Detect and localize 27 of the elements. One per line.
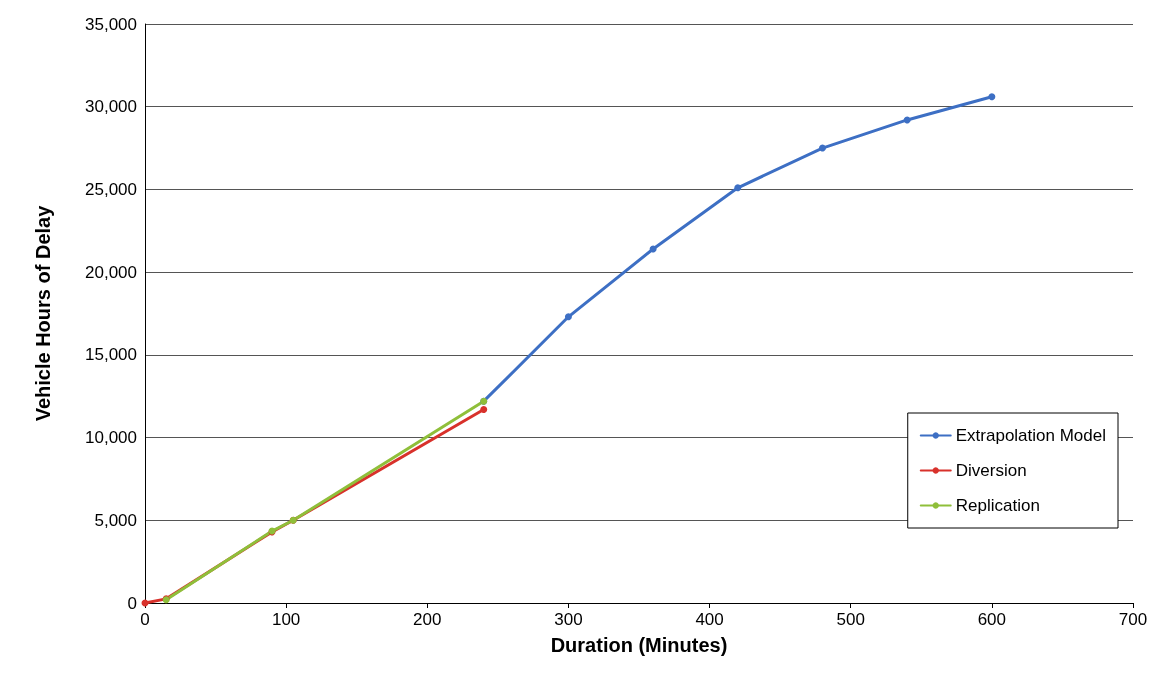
point — [564, 313, 572, 321]
point — [988, 93, 996, 101]
x-tick-label: 500 — [836, 610, 865, 629]
y-tick-label: 20,000 — [85, 262, 137, 282]
y-tick-label: 5,000 — [94, 510, 137, 530]
point — [480, 405, 488, 413]
y-tick-label: 25,000 — [85, 179, 137, 199]
y-tick-label: 15,000 — [85, 345, 137, 365]
point — [903, 116, 911, 124]
x-tick-label: 100 — [271, 610, 301, 629]
legend-label: Extrapolation Model — [955, 426, 1107, 445]
x-tick-label: 200 — [413, 610, 442, 629]
legend-label: Replication — [955, 496, 1040, 515]
x-tick-label: 0 — [140, 610, 150, 629]
x-tick-label: 300 — [554, 610, 583, 629]
point — [818, 144, 826, 152]
x-axis-title: Duration (Minutes) — [550, 634, 728, 656]
y-axis-title: Vehicle Hours of Delay — [32, 204, 54, 422]
x-tick-label: 600 — [977, 610, 1007, 629]
point — [734, 184, 742, 192]
x-tick-label: 700 — [1118, 610, 1148, 629]
y-tick-label: 35,000 — [85, 14, 137, 34]
y-tick-label: 0 — [127, 593, 137, 613]
x-tick-label: 400 — [695, 610, 724, 629]
y-tick-label: 10,000 — [85, 428, 137, 448]
legend-label: Diversion — [955, 461, 1027, 480]
y-tick-label: 30,000 — [85, 97, 137, 117]
